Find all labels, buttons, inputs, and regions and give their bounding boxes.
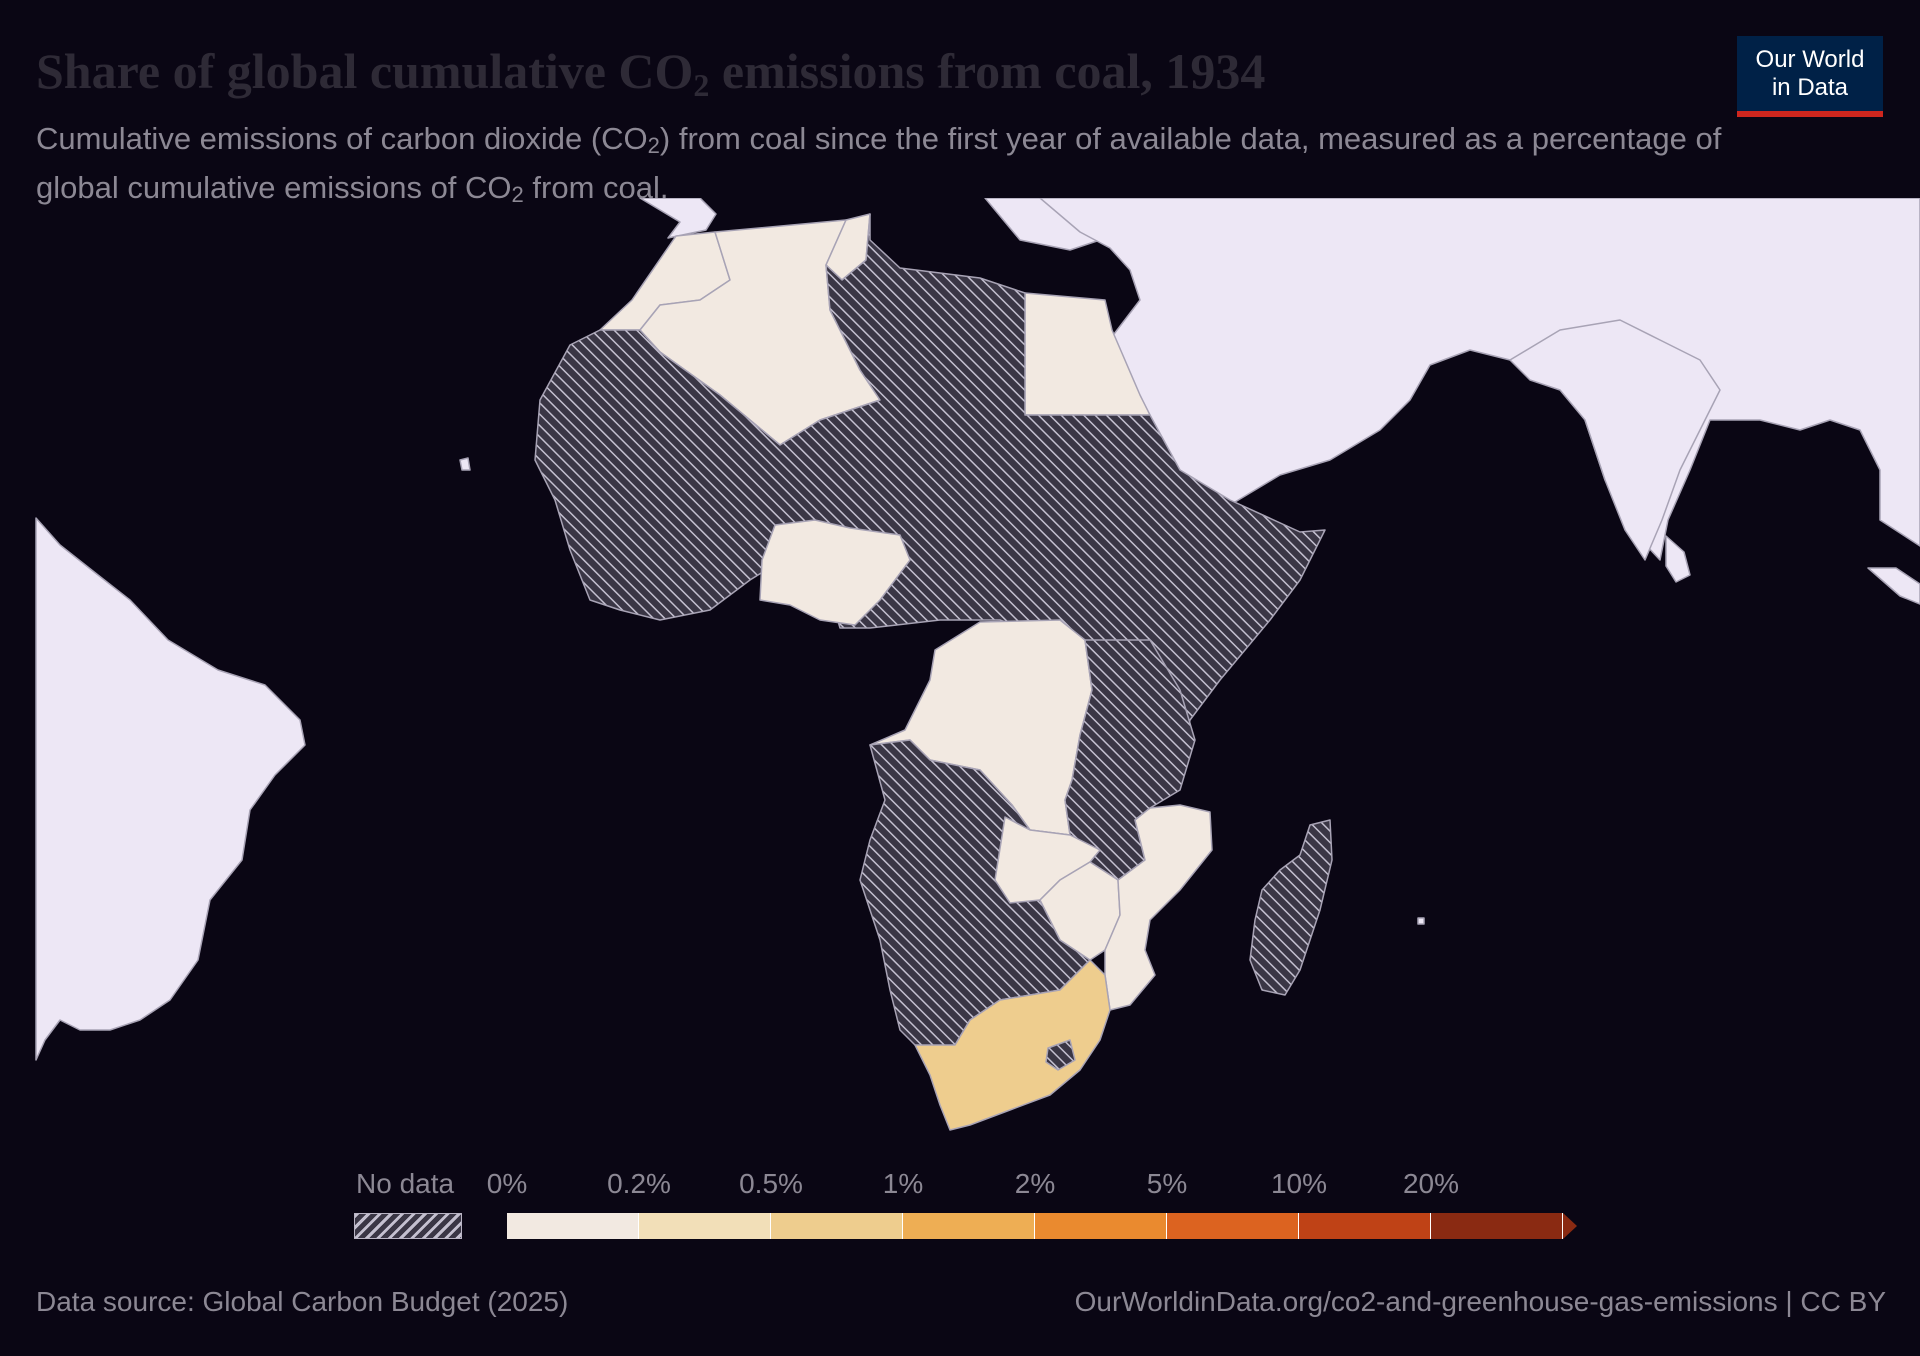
legend-bin[interactable] [1035,1213,1167,1239]
legend-tick-label: 0% [486,1168,528,1199]
legend-bin[interactable] [771,1213,903,1239]
legend-bin[interactable] [1167,1213,1299,1239]
logo-line-2: in Data [1771,73,1849,101]
legend-bin[interactable] [903,1213,1035,1239]
legend-bin[interactable] [639,1213,771,1239]
legend-tick-label: 20% [1402,1168,1460,1199]
region-lesotho[interactable] [1045,1039,1076,1071]
owid-logo[interactable]: Our World in Data [1737,36,1883,117]
legend-tick-label: 10% [1270,1168,1328,1199]
logo-line-1: Our World [1755,45,1865,73]
legend-bin[interactable] [1299,1213,1431,1239]
legend-bin[interactable] [1431,1213,1563,1239]
region-madagascar[interactable] [1249,819,1333,996]
region-southeast-asia[interactable] [1867,567,1920,605]
legend-tick-label: 1% [882,1168,924,1199]
region-europe[interactable] [639,198,717,239]
region-south-america[interactable] [35,517,306,1061]
legend-arrow [1563,1213,1577,1239]
source-url[interactable]: OurWorldinData.org/co2-and-greenhouse-ga… [1074,1286,1886,1317]
region-mozambique[interactable] [1104,804,1213,1011]
region-south-africa[interactable] [914,959,1111,1131]
legend-tick-label: 2% [1014,1168,1056,1199]
region-nigeria[interactable] [759,519,911,626]
legend-tick-label: 0.5% [739,1168,803,1199]
region-india[interactable] [1509,319,1721,561]
legend-no-data-label: No data [356,1168,455,1199]
region-mauritius[interactable] [1417,917,1425,925]
region-sri-lanka[interactable] [1665,535,1691,583]
region-cape-verde[interactable] [459,457,471,471]
chart-title: Share of global cumulative CO2 emissions… [36,43,1266,103]
legend-no-data-swatch[interactable] [354,1213,462,1239]
legend-bin[interactable] [507,1213,639,1239]
chart-subtitle: Cumulative emissions of carbon dioxide (… [36,121,1722,207]
world-map [35,198,1920,1131]
legend-tick-label: 0.2% [607,1168,671,1199]
legend-tick-label: 5% [1146,1168,1188,1199]
legend-color-scale [507,1213,1563,1239]
data-source: Data source: Global Carbon Budget (2025) [36,1286,569,1317]
